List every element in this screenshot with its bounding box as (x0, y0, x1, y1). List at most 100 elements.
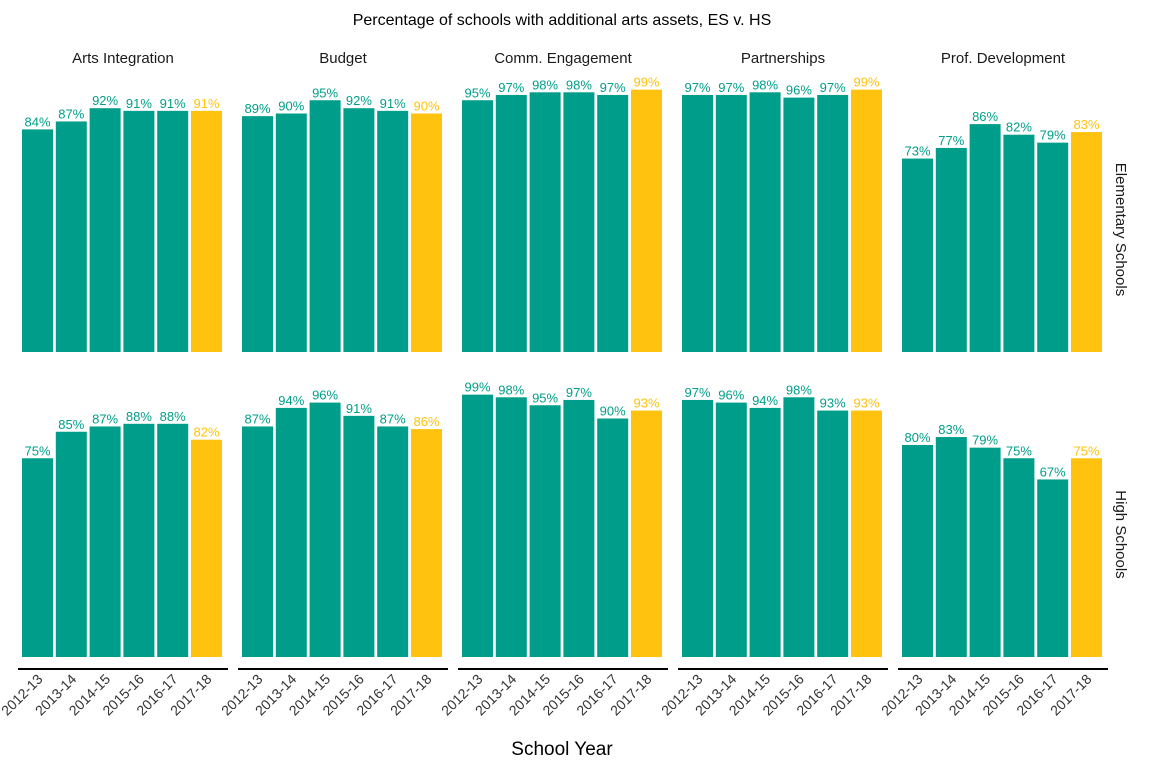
panel-4: 73% 77% 86% 82% 79% 83% (902, 109, 1102, 352)
bar (462, 100, 493, 352)
data-label: 98% (532, 77, 558, 92)
chart-panels: 84%87%92% 91% 91% 91% 89% 90% 95% 92% 91% 90% 95% 9… (22, 75, 1102, 657)
bar (1071, 132, 1102, 352)
bar (902, 158, 933, 352)
data-label: 93% (633, 396, 659, 411)
bar (1037, 142, 1069, 352)
bar (597, 94, 629, 352)
facet-row-headers: Elementary Schools High Schools (1112, 163, 1129, 579)
data-label: 87% (58, 106, 84, 121)
bar (123, 110, 155, 352)
data-label: 96% (786, 83, 812, 98)
data-label: 93% (853, 396, 879, 411)
bar (715, 94, 747, 352)
x-axis-4: 2012-132013-142014-152015-162016-172017-… (878, 668, 1108, 718)
bar (631, 410, 662, 657)
x-axis-2: 2012-132013-142014-152015-162016-172017-… (438, 668, 668, 718)
bar (309, 402, 341, 657)
bar (55, 431, 87, 657)
data-label: 75% (24, 443, 50, 458)
panel-0: 84% 87% 92% 91% 91% 91% (22, 93, 222, 352)
data-label: 85% (58, 417, 84, 432)
bar (783, 397, 815, 657)
bar (411, 429, 442, 657)
x-axes: 2012-132013-142014-152015-162016-172017-… (0, 668, 1108, 718)
data-label: 87% (380, 411, 406, 426)
data-label: 90% (413, 99, 439, 114)
facet-header-0: Arts Integration (72, 50, 174, 67)
bar (682, 94, 713, 352)
data-label: 89% (244, 101, 270, 116)
facet-header-3: Partnerships (741, 50, 825, 67)
data-label: 67% (1040, 464, 1066, 479)
bar (89, 426, 121, 657)
x-axis-3: 2012-132013-142014-152015-162016-172017-… (658, 668, 888, 718)
bar (715, 402, 747, 657)
data-label: 82% (1006, 120, 1032, 135)
bar (817, 94, 849, 352)
bar (749, 407, 781, 657)
bar (851, 410, 882, 657)
data-label: 92% (346, 93, 372, 108)
bar (529, 92, 561, 353)
data-label: 75% (1006, 443, 1032, 458)
data-label: 99% (853, 75, 879, 90)
data-label: 79% (972, 433, 998, 448)
data-label: 95% (464, 85, 490, 100)
facet-row-header-0: Elementary Schools (1112, 163, 1129, 296)
bar (157, 110, 189, 352)
bar (377, 426, 409, 657)
data-label: 97% (600, 80, 626, 95)
bar (563, 399, 595, 657)
x-axis-1: 2012-132013-142014-152015-162016-172017-… (218, 668, 448, 718)
data-label: 90% (278, 99, 304, 114)
bar (242, 426, 273, 657)
bar (851, 89, 882, 353)
bar (242, 116, 273, 353)
data-label: 86% (972, 109, 998, 124)
bar (682, 399, 713, 657)
x-axis-0: 2012-132013-142014-152015-162016-172017-… (0, 668, 228, 718)
bar (1037, 479, 1069, 657)
bar (1003, 458, 1035, 657)
bar (89, 108, 121, 352)
data-label: 97% (684, 80, 710, 95)
data-label: 91% (160, 96, 186, 111)
bar (902, 445, 933, 657)
data-label: 87% (244, 411, 270, 426)
bar (157, 423, 189, 657)
bar (191, 110, 222, 352)
bar (343, 108, 375, 352)
data-label: 99% (633, 75, 659, 90)
data-label: 97% (718, 80, 744, 95)
bar (631, 89, 662, 353)
bar (495, 94, 527, 352)
data-label: 95% (532, 390, 558, 405)
data-label: 98% (786, 382, 812, 397)
data-label: 77% (938, 133, 964, 148)
data-label: 98% (752, 77, 778, 92)
bar (749, 92, 781, 353)
facet-column-headers: Arts Integration Budget Comm. Engagement Pa… (72, 50, 1066, 67)
panel-2: 95% 97% 98% 98% 97% 99% (462, 75, 662, 353)
bar (123, 423, 155, 657)
bar (275, 407, 307, 657)
data-label: 87% (92, 411, 118, 426)
data-label: 97% (566, 385, 592, 400)
data-label: 90% (600, 404, 626, 419)
chart-title: Percentage of schools with additional ar… (353, 12, 772, 29)
facet-header-1: Budget (319, 50, 367, 67)
bar (275, 113, 307, 352)
data-label: 98% (498, 382, 524, 397)
panel-8: 97% 96% 94% 98% 93% 93% (682, 382, 882, 657)
data-label: 95% (312, 85, 338, 100)
bar (343, 415, 375, 657)
bar (1071, 458, 1102, 657)
panel-9: 80% 83% 79% 75% 67% 75% (902, 422, 1102, 657)
data-label: 99% (464, 380, 490, 395)
bar (191, 439, 222, 657)
data-label: 75% (1073, 443, 1099, 458)
data-label: 88% (126, 409, 152, 424)
panel-5: 75% 85% 87% 88% 88% 82% (22, 409, 222, 657)
